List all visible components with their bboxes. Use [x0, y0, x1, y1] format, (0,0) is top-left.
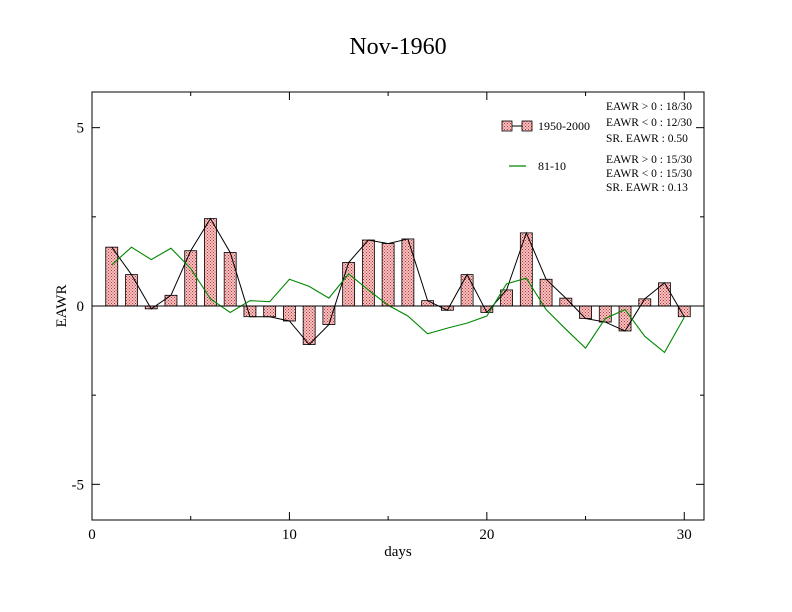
bar-day-1 [105, 246, 119, 307]
stat-81-10-sr: SR. EAWR : 0.13 [606, 182, 688, 194]
y-tick-label--5: -5 [72, 477, 85, 493]
bar-day-4 [164, 294, 178, 307]
ticks-layer: 0 10 20 30 -5 0 5 [72, 92, 704, 543]
bar-day-13 [342, 262, 356, 307]
stat-81-10-positive: EAWR > 0 : 15/30 [606, 154, 692, 166]
legend-swatch-bar-right [521, 120, 533, 132]
bar-day-9 [263, 305, 277, 318]
y-tick-label-5: 5 [77, 121, 85, 137]
stat-1950-2000-negative: EAWR < 0 : 12/30 [606, 117, 692, 129]
legend-label-1950-2000: 1950-2000 [538, 119, 590, 133]
legend-label-81-10: 81-10 [538, 159, 566, 173]
bar-day-14 [361, 239, 375, 307]
stat-1950-2000-positive: EAWR > 0 : 18/30 [606, 101, 692, 113]
x-tick-label-10: 10 [282, 527, 297, 543]
stat-1950-2000-sr: SR. EAWR : 0.50 [606, 133, 688, 145]
bar-day-30 [677, 305, 691, 318]
bar-day-16 [401, 238, 415, 307]
bar-day-21 [500, 289, 513, 307]
bar-day-25 [579, 305, 592, 319]
legend: 1950-2000 81-10 [501, 119, 590, 173]
x-tick-label-20: 20 [479, 527, 494, 543]
bar-day-7 [223, 252, 237, 307]
x-axis-label: days [384, 544, 412, 560]
stat-81-10-negative: EAWR < 0 : 15/30 [606, 168, 692, 180]
series-line-1950-2000 [111, 217, 685, 346]
y-tick-label-0: 0 [77, 299, 85, 315]
x-tick-label-0: 0 [88, 527, 96, 543]
bar-day-12 [322, 305, 336, 325]
y-axis-label: EAWR [54, 285, 70, 328]
lines-layer [111, 217, 685, 354]
bar-day-2 [125, 274, 138, 307]
stats-block: EAWR > 0 : 18/30 EAWR < 0 : 12/30 SR. EA… [606, 101, 692, 194]
x-tick-label-30: 30 [677, 527, 692, 543]
series-line-81-10 [111, 246, 685, 354]
bar-day-26 [598, 305, 612, 323]
legend-swatch-bar-left [501, 120, 513, 132]
bar-day-15 [381, 243, 395, 307]
bar-day-10 [283, 305, 296, 322]
bar-day-17 [421, 300, 435, 307]
bars-layer [105, 218, 691, 345]
chart-title: Nov-1960 [349, 34, 446, 60]
bar-day-19 [460, 274, 474, 307]
